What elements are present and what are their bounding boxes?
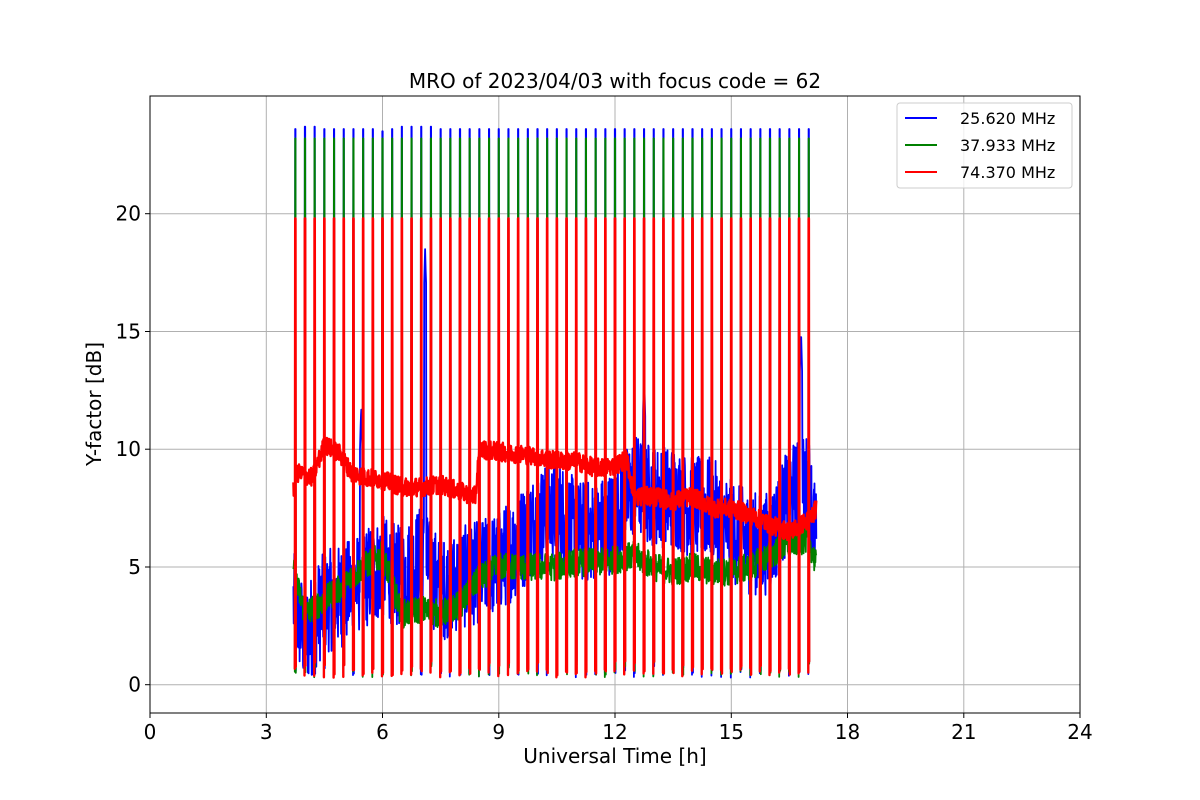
x-tick-label: 6 [376,720,389,744]
series-line-2 [292,137,818,679]
y-tick-label: 10 [116,437,141,461]
y-axis-label: Y-factor [dB] [82,342,106,467]
axis-ticks: 0 3 6 9 12 15 18 21 24 0 5 10 15 20 [116,202,1093,744]
chart-title: MRO of 2023/04/03 with focus code = 62 [409,69,821,93]
legend-label-series-2: 37.933 MHz [960,136,1055,155]
x-tick-label: 18 [835,720,860,744]
x-tick-label: 3 [260,720,273,744]
series-line-1 [292,125,818,679]
legend-label-series-1: 25.620 MHz [960,109,1055,128]
legend-label-series-3: 74.370 MHz [960,163,1055,182]
x-tick-label: 15 [719,720,744,744]
series-line-3 [292,217,818,679]
x-tick-label: 9 [492,720,505,744]
legend-box [896,102,1073,189]
y-tick-label: 15 [116,320,141,344]
y-tick-label: 20 [116,202,141,226]
legend: 25.620 MHz 37.933 MHz 74.370 MHz [896,102,1073,189]
series-lines [292,125,818,679]
x-tick-label: 21 [951,720,976,744]
y-tick-label: 5 [128,555,141,579]
y-tick-label: 0 [128,673,141,697]
x-tick-label: 0 [144,720,157,744]
x-tick-label: 24 [1067,720,1092,744]
x-tick-label: 12 [602,720,627,744]
x-axis-label: Universal Time [h] [523,744,706,768]
